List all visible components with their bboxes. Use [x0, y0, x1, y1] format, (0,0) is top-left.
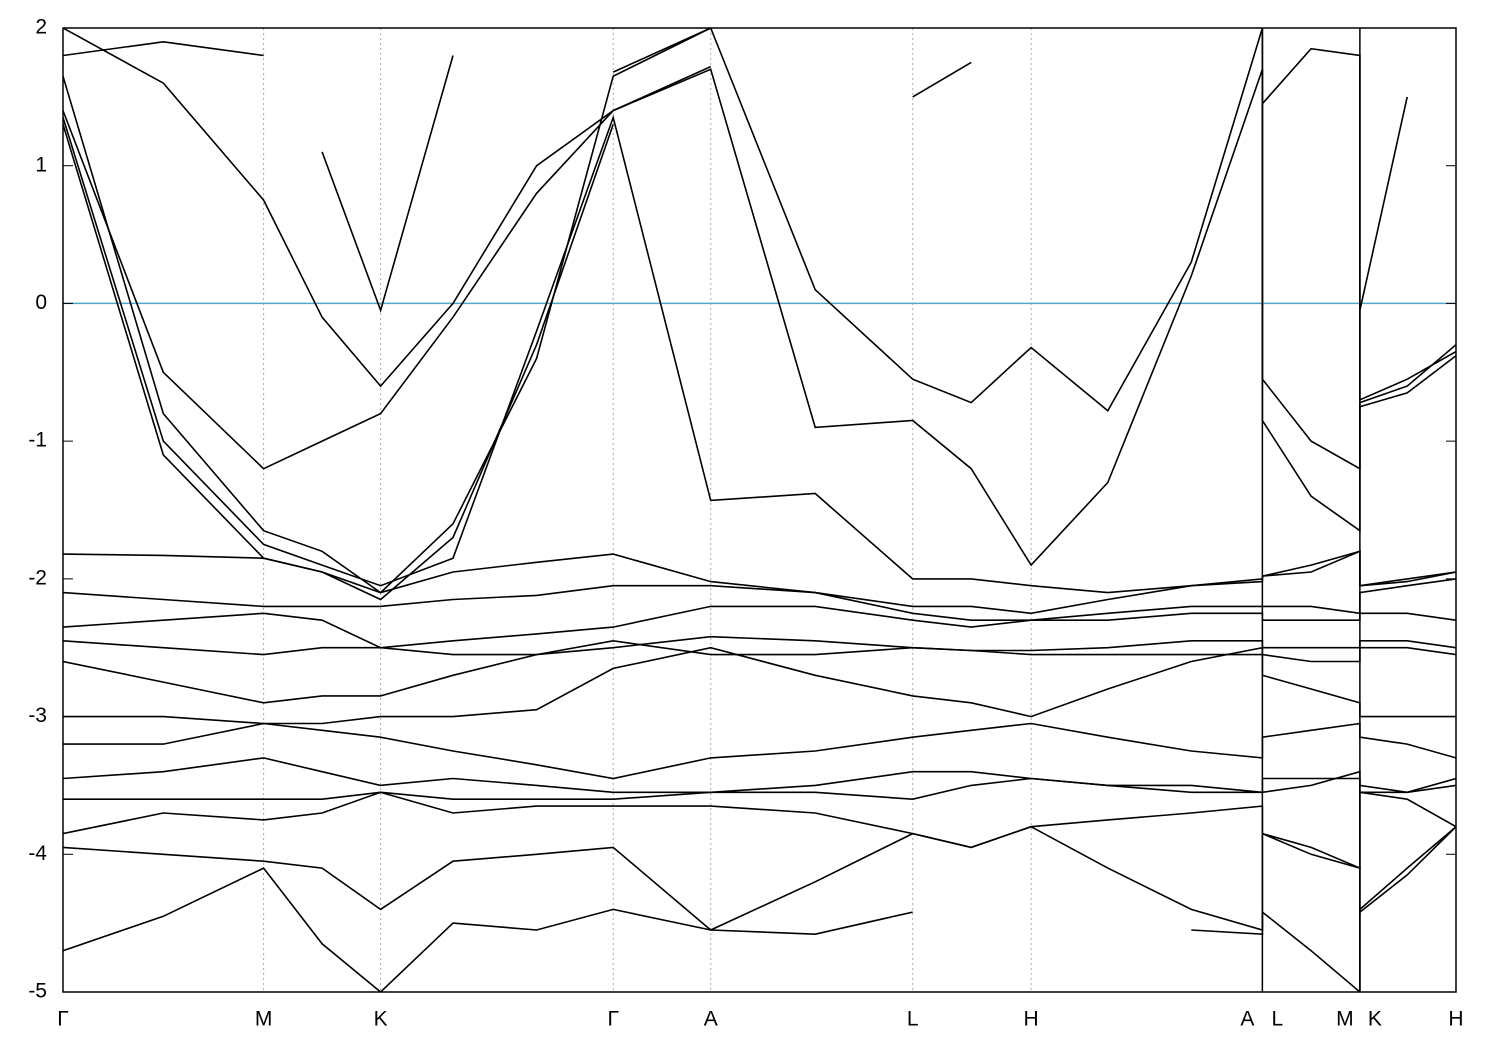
band-line: [63, 791, 1456, 870]
band-line: [63, 757, 1456, 794]
plot-frame: [62, 27, 1457, 993]
y-tick-label: -1: [28, 429, 47, 452]
band-line: [63, 28, 1456, 594]
band-line: [612, 28, 712, 73]
x-tick-label: K: [1368, 1008, 1382, 1031]
y-tick-label: -2: [28, 566, 47, 589]
x-tick-label: M: [1336, 1008, 1354, 1031]
y-tick-label: 1: [35, 153, 47, 176]
band-line: [63, 722, 1456, 780]
band-line: [63, 550, 1456, 615]
band-line: [63, 28, 712, 388]
y-tick-label: -4: [28, 842, 47, 865]
band-line: [63, 605, 1456, 649]
x-tick-label: H: [1448, 1008, 1463, 1031]
y-tick-label: 2: [35, 16, 47, 39]
band-line: [63, 578, 1456, 621]
x-tick-label: Γ: [607, 1008, 619, 1031]
band-line: [63, 114, 1456, 594]
band-line: [63, 777, 1456, 801]
x-tick-label: A: [704, 1008, 718, 1031]
band-line: [1261, 47, 1456, 402]
x-tick-label: K: [374, 1008, 388, 1031]
y-tick-label: 0: [35, 291, 47, 314]
band-line: [63, 646, 1456, 725]
plot-area: [63, 28, 1456, 992]
band-line: [63, 825, 1456, 992]
band-line: [63, 635, 1456, 656]
band-line: [63, 68, 1456, 567]
band-line: [912, 61, 972, 98]
y-tick-label: -5: [28, 980, 47, 1003]
x-tick-label: L: [1272, 1008, 1284, 1031]
band-line: [63, 867, 913, 992]
x-tick-label: A: [1240, 1008, 1254, 1031]
x-tick-label: H: [1024, 1008, 1039, 1031]
band-line: [63, 40, 264, 57]
x-tick-label: Γ: [57, 1008, 69, 1031]
y-tick-label: -3: [28, 704, 47, 727]
band-line: [63, 639, 1456, 704]
x-tick-label: M: [255, 1008, 273, 1031]
x-tick-label: L: [907, 1008, 919, 1031]
band-line: [1359, 96, 1408, 311]
band-line: [1191, 826, 1456, 936]
band-line: [321, 55, 454, 313]
band-line: [63, 124, 614, 601]
